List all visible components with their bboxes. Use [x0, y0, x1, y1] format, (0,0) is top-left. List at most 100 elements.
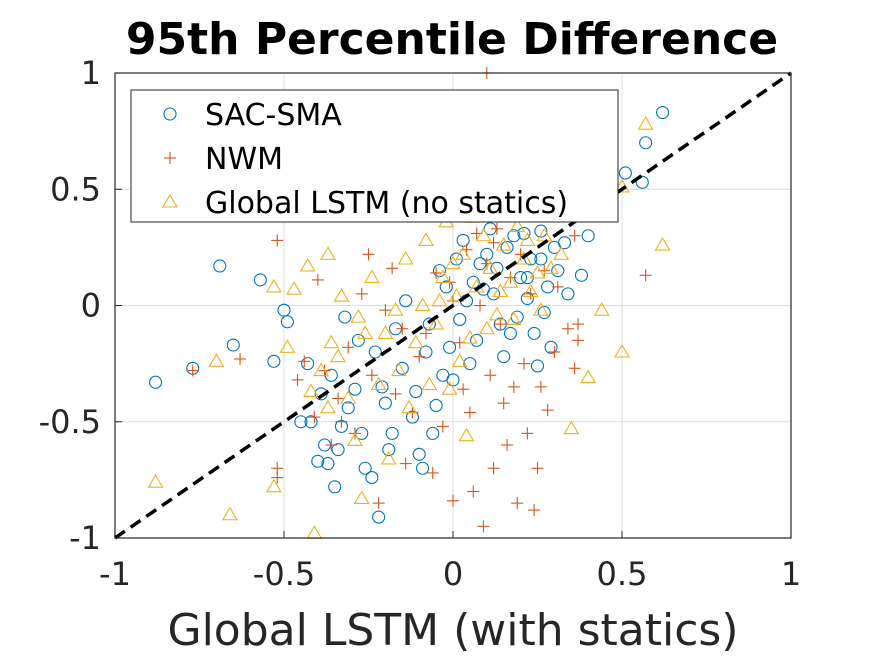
point-plus: [372, 497, 385, 510]
point-circle: [378, 396, 392, 410]
point-triangle: [516, 250, 532, 265]
point-circle: [311, 454, 325, 468]
point-triangle: [208, 353, 225, 367]
point-triangle: [445, 255, 461, 270]
point-circle: [574, 268, 588, 282]
point-circle: [304, 415, 318, 429]
point-circle: [544, 340, 558, 354]
point-circle: [321, 457, 335, 471]
point-triangle: [482, 260, 499, 274]
point-plus: [426, 466, 439, 479]
point-triangle: [333, 288, 350, 302]
point-circle: [561, 287, 575, 301]
point-circle: [294, 415, 308, 429]
x-tick-label: 1: [781, 555, 801, 593]
point-plus: [501, 439, 514, 451]
x-tick-label: -1: [99, 555, 131, 593]
point-triangle: [478, 320, 495, 335]
point-circle: [226, 338, 240, 352]
legend-marker-plus: [164, 152, 176, 164]
x-tick-label: 0.5: [597, 555, 648, 593]
point-circle: [382, 443, 396, 457]
series-circle: [149, 105, 670, 524]
point-circle: [399, 294, 413, 308]
point-circle: [331, 443, 345, 457]
point-triangle: [401, 399, 418, 414]
point-triangle: [147, 474, 164, 488]
point-circle: [527, 326, 541, 340]
point-triangle: [221, 506, 238, 521]
point-plus: [396, 322, 409, 335]
point-circle: [277, 303, 291, 317]
point-plus: [342, 341, 355, 354]
diagonal-line: [114, 71, 792, 540]
point-triangle: [330, 348, 347, 363]
point-plus: [365, 369, 378, 382]
point-circle: [635, 175, 649, 189]
point-circle: [338, 310, 352, 324]
point-triangle: [380, 450, 397, 465]
point-plus: [487, 236, 500, 249]
point-circle: [466, 275, 480, 289]
point-plus: [572, 318, 585, 331]
point-circle: [581, 229, 595, 243]
point-plus: [308, 411, 321, 424]
point-circle: [656, 105, 670, 120]
data-points: [147, 67, 671, 539]
point-circle: [419, 345, 433, 359]
point-circle: [507, 229, 521, 243]
point-plus: [291, 373, 304, 386]
point-plus: [332, 392, 345, 405]
legend: SAC-SMA NWM Global LSTM (no statics): [130, 89, 619, 223]
point-plus: [298, 355, 311, 368]
point-plus: [484, 369, 497, 382]
point-triangle: [363, 269, 380, 284]
point-triangle: [377, 325, 394, 339]
point-circle: [534, 252, 548, 266]
point-plus: [531, 462, 544, 475]
point-triangle: [319, 399, 336, 414]
point-circle: [358, 461, 372, 475]
point-plus: [413, 350, 426, 363]
point-circle: [253, 273, 267, 287]
point-plus: [568, 229, 581, 242]
point-circle: [463, 357, 477, 371]
point-triangle: [323, 334, 340, 349]
point-triangle: [543, 260, 559, 274]
point-triangle: [407, 334, 424, 349]
point-circle: [385, 426, 399, 440]
point-triangle: [654, 236, 671, 251]
point-circle: [368, 345, 382, 359]
point-plus: [477, 520, 490, 533]
point-plus: [457, 383, 470, 396]
point-plus: [234, 352, 247, 365]
x-axis-label: Global LSTM (with statics): [167, 605, 738, 656]
point-triangle: [414, 297, 431, 312]
point-plus: [521, 427, 534, 440]
point-circle: [639, 136, 653, 150]
point-plus: [487, 462, 500, 475]
point-triangle: [357, 325, 374, 339]
point-plus: [548, 346, 561, 358]
point-plus: [572, 334, 585, 347]
y-tick-label: 1: [81, 54, 101, 92]
point-triangle: [580, 369, 597, 384]
point-plus: [497, 397, 510, 410]
point-circle: [416, 461, 430, 475]
point-triangle: [370, 376, 387, 391]
point-circle: [426, 426, 440, 440]
point-circle: [375, 380, 389, 394]
series-plus: [186, 67, 652, 533]
point-circle: [497, 350, 511, 364]
point-circle: [348, 382, 362, 396]
legend-label: NWM: [205, 142, 283, 177]
point-triangle: [313, 362, 330, 377]
point-plus: [639, 269, 652, 282]
point-triangle: [390, 362, 407, 377]
x-tick-label: -0.5: [253, 555, 315, 593]
legend-label: Global LSTM (no statics): [205, 186, 568, 221]
point-circle: [503, 326, 518, 340]
point-plus: [463, 406, 476, 419]
point-triangle: [431, 292, 448, 307]
point-plus: [524, 287, 537, 300]
